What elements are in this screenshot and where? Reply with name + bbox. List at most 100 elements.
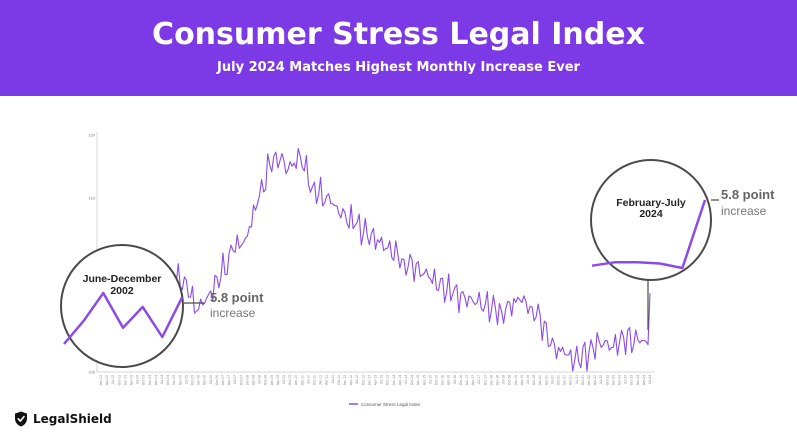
x-tick-label: Jan-14 xyxy=(392,375,396,385)
x-tick-label: Jan-16 xyxy=(441,375,445,385)
x-tick-label: Apr-22 xyxy=(593,375,597,385)
x-tick-label: Apr-11 xyxy=(325,375,329,385)
x-tick-label: Apr-17 xyxy=(471,375,475,385)
x-tick-label: Jan-19 xyxy=(514,375,518,385)
x-tick-label: Jul-02 xyxy=(111,375,115,384)
x-tick-label: Apr-13 xyxy=(374,375,378,385)
x-tick-label: Jan-23 xyxy=(611,375,615,385)
zoom-period-2002-line1: June-December xyxy=(83,273,162,285)
x-tick-label: Oct-18 xyxy=(508,375,512,385)
zoom-period-2024-line2: 2024 xyxy=(639,208,663,220)
zoom-series-line-2002 xyxy=(63,291,184,345)
x-tick-label: Jul-21 xyxy=(575,375,579,384)
x-tick-label: Jul-13 xyxy=(380,375,384,384)
x-tick-label: Apr-19 xyxy=(520,375,524,385)
x-tick-label: Jul-15 xyxy=(428,375,432,384)
x-tick-label: Jul-23 xyxy=(624,375,628,384)
zoom-circle-2002 xyxy=(60,244,184,368)
page-subtitle: July 2024 Matches Highest Monthly Increa… xyxy=(217,60,580,75)
x-tick-label: Jan-07 xyxy=(221,375,225,385)
x-tick-label: Jan-17 xyxy=(465,375,469,385)
x-tick-label: Jan-24 xyxy=(636,375,640,385)
zoom-change-2002-line1: 5.8 point xyxy=(210,290,264,305)
x-tick-label: Jul-10 xyxy=(306,375,310,384)
x-tick-label: Jan-08 xyxy=(245,375,249,385)
x-tick-label: Oct-23 xyxy=(630,375,634,385)
x-tick-label: Jan-13 xyxy=(367,375,371,385)
x-tick-label: Oct-22 xyxy=(605,375,609,385)
x-tick-label: Jul-03 xyxy=(136,375,140,384)
page-title: Consumer Stress Legal Index xyxy=(152,17,645,52)
x-tick-label: Oct-20 xyxy=(557,375,561,385)
x-tick-label: Oct-03 xyxy=(142,375,146,385)
x-tick-label: Jan-03 xyxy=(123,375,127,385)
x-tick-label: Oct-02 xyxy=(117,375,121,385)
x-tick-label: Apr-02 xyxy=(105,375,109,385)
x-tick-label: Apr-10 xyxy=(300,375,304,385)
header-banner: Consumer Stress Legal Index July 2024 Ma… xyxy=(0,0,797,96)
x-tick-label: Jul-19 xyxy=(526,375,530,384)
x-tick-label: Apr-23 xyxy=(618,375,622,385)
x-tick-label: Oct-17 xyxy=(483,375,487,385)
x-tick-label: Jul-20 xyxy=(550,375,554,384)
x-tick-label: Apr-15 xyxy=(422,375,426,385)
x-tick-label: Oct-16 xyxy=(459,375,463,385)
x-tick-label: Jan-12 xyxy=(343,375,347,385)
x-tick-label: Apr-21 xyxy=(569,375,573,385)
x-tick-label: Jul-05 xyxy=(184,375,188,384)
legend: Consumer Stress Legal Index xyxy=(349,402,421,407)
x-tick-label: Oct-15 xyxy=(435,375,439,385)
x-tick-label: Oct-21 xyxy=(581,375,585,385)
x-tick-label: Jan-06 xyxy=(197,375,201,385)
x-tick-label: Jan-04 xyxy=(148,375,152,385)
x-tick-label: Oct-08 xyxy=(264,375,268,385)
x-tick-label: Apr-24 xyxy=(642,375,646,385)
x-tick-label: Jan-22 xyxy=(587,375,591,385)
x-tick-label: Oct-19 xyxy=(532,375,536,385)
zoom-period-2002-line2: 2002 xyxy=(110,285,134,297)
x-tick-label: Oct-12 xyxy=(361,375,365,385)
x-tick-label: Oct-13 xyxy=(386,375,390,385)
x-tick-label: Oct-04 xyxy=(166,375,170,385)
zoom-period-2024-line1: February-July xyxy=(616,197,686,209)
x-tick-label: Jul-06 xyxy=(209,375,213,384)
y-tick-label: 100 xyxy=(88,370,95,375)
x-tick-label: Jan-15 xyxy=(416,375,420,385)
x-tick-label: Jul-16 xyxy=(453,375,457,384)
x-tick-label: Apr-07 xyxy=(227,375,231,385)
x-tick-label: Jul-17 xyxy=(477,375,481,384)
brand-name: LegalShield xyxy=(33,412,112,426)
x-tick-label: Jan-05 xyxy=(172,375,176,385)
x-tick-label: Apr-04 xyxy=(154,375,158,385)
x-tick-label: Jan-09 xyxy=(270,375,274,385)
zoom-callout-2024: February-July 2024 5.8 point increase xyxy=(590,159,775,281)
zoom-callout-2002: June-December 2002 5.8 point increase xyxy=(60,244,264,368)
series-line xyxy=(100,147,651,372)
x-tick-label: Jul-18 xyxy=(502,375,506,384)
x-tick-label: Jul-07 xyxy=(233,375,237,384)
x-tick-label: Jul-24 xyxy=(648,375,652,384)
x-tick-label: Apr-03 xyxy=(130,375,134,385)
x-tick-label: Jul-09 xyxy=(282,375,286,384)
zoom-circle-2024 xyxy=(590,159,712,281)
x-tick-label: Oct-14 xyxy=(410,375,414,385)
zoom-change-2024-line1: 5.8 point xyxy=(721,187,775,202)
x-tick-label: Apr-18 xyxy=(496,375,500,385)
x-tick-label: Jul-11 xyxy=(331,375,335,384)
x-tick-label: Apr-12 xyxy=(349,375,353,385)
x-tick-label: Jul-22 xyxy=(599,375,603,384)
x-tick-label: Apr-16 xyxy=(447,375,451,385)
x-tick-label: Oct-05 xyxy=(191,375,195,385)
x-tick-label: Apr-20 xyxy=(544,375,548,385)
shield-icon xyxy=(15,411,27,427)
zoom-change-2024-line2: increase xyxy=(721,204,767,218)
x-tick-label: Apr-14 xyxy=(398,375,402,385)
x-tick-label: Apr-05 xyxy=(178,375,182,385)
zoom-series-line-2024 xyxy=(591,199,707,270)
x-tick-label: Jan-21 xyxy=(563,375,567,385)
x-tick-label: Apr-08 xyxy=(252,375,256,385)
x-tick-label: Oct-11 xyxy=(337,375,341,385)
legend-label: Consumer Stress Legal Index xyxy=(361,402,421,407)
x-tick-label: Jan-11 xyxy=(319,375,323,385)
